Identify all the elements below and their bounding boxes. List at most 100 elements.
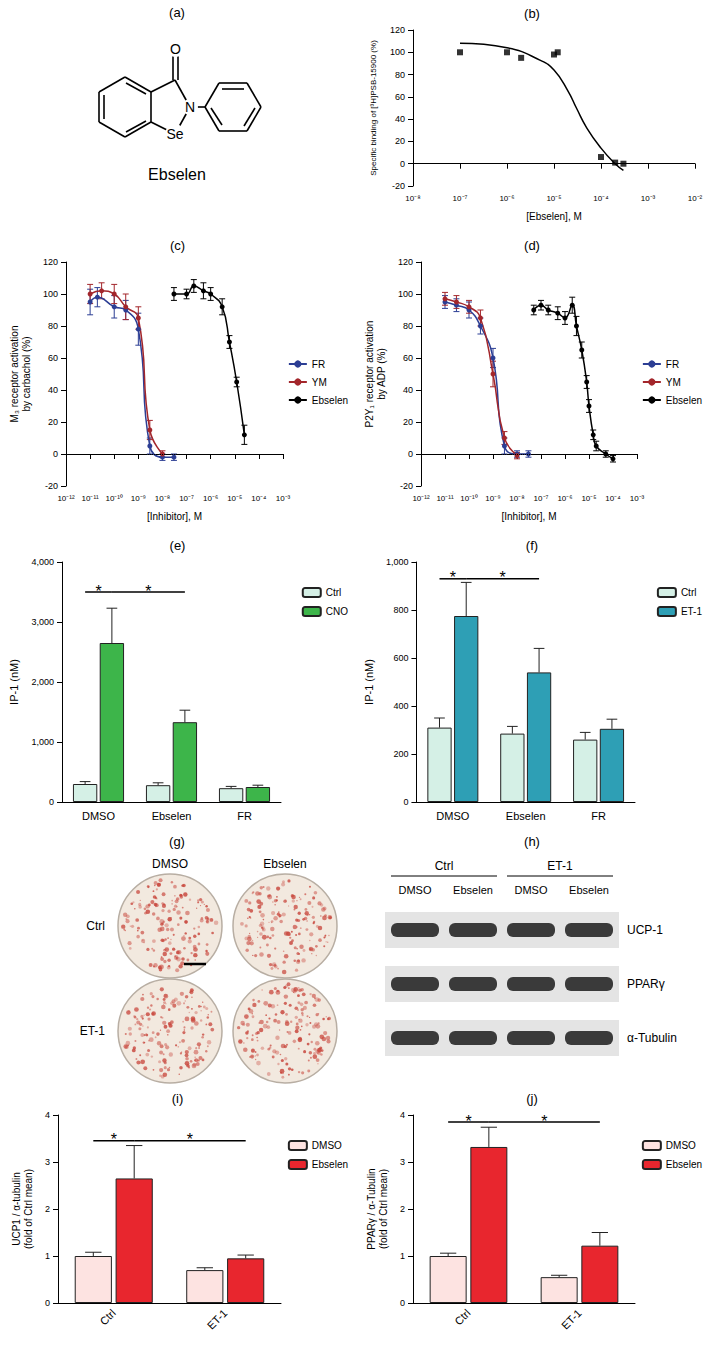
svg-text:2: 2 (45, 1204, 50, 1214)
svg-text:0: 0 (403, 797, 408, 807)
svg-text:[Inhibitor], M: [Inhibitor], M (501, 511, 556, 522)
svg-text:10⁻⁸: 10⁻⁸ (155, 494, 170, 503)
svg-text:[Ebselen], M: [Ebselen], M (526, 211, 582, 222)
svg-text:10⁻³: 10⁻³ (276, 494, 291, 503)
svg-text:4: 4 (400, 1110, 405, 1120)
svg-text:IP-1 (nM): IP-1 (nM) (8, 659, 20, 705)
svg-text:Ebselen: Ebselen (506, 810, 546, 822)
svg-text:40: 40 (395, 114, 405, 124)
svg-text:DMSO: DMSO (82, 810, 115, 822)
svg-text:40: 40 (48, 385, 58, 395)
svg-text:60: 60 (395, 92, 405, 102)
svg-text:*: * (541, 1113, 547, 1130)
svg-text:PPARγ / α-Tubulin: PPARγ / α-Tubulin (366, 1168, 377, 1249)
svg-text:Ebselen: Ebselen (569, 884, 609, 896)
svg-text:Ebselen: Ebselen (148, 166, 206, 183)
svg-text:Specific binding of [³H]PSB-15: Specific binding of [³H]PSB-15900 (%) (369, 40, 378, 176)
svg-text:10⁻⁷: 10⁻⁷ (179, 494, 194, 503)
svg-text:80: 80 (403, 321, 413, 331)
svg-text:FR: FR (591, 810, 606, 822)
svg-text:1,000: 1,000 (31, 737, 54, 747)
svg-text:Ebselen: Ebselen (666, 1159, 702, 1170)
svg-text:Ebselen: Ebselen (312, 395, 348, 406)
svg-text:Ebselen: Ebselen (312, 1159, 348, 1170)
svg-text:by ADP (%): by ADP (%) (376, 348, 387, 400)
svg-text:N: N (185, 99, 195, 115)
svg-text:Ebselen: Ebselen (152, 810, 192, 822)
svg-text:(g): (g) (169, 834, 185, 849)
svg-text:CNO: CNO (326, 606, 348, 617)
svg-text:0: 0 (53, 449, 58, 459)
svg-text:-20: -20 (45, 481, 58, 491)
svg-text:0: 0 (400, 1298, 405, 1308)
svg-text:Ebselen: Ebselen (453, 884, 493, 896)
svg-text:40: 40 (403, 385, 413, 395)
svg-text:ET-1: ET-1 (205, 1307, 230, 1332)
svg-text:10⁻⁴: 10⁻⁴ (251, 494, 267, 503)
svg-text:[Inhibitor], M: [Inhibitor], M (147, 511, 202, 522)
svg-text:60: 60 (403, 353, 413, 363)
svg-text:10⁻⁷: 10⁻⁷ (534, 494, 549, 503)
svg-text:120: 120 (390, 25, 405, 35)
svg-text:(a): (a) (169, 5, 185, 20)
svg-text:*: * (450, 569, 456, 586)
svg-text:2: 2 (400, 1204, 405, 1214)
svg-text:100: 100 (43, 289, 58, 299)
svg-text:DMSO: DMSO (152, 857, 188, 871)
svg-text:10⁻¹¹: 10⁻¹¹ (81, 494, 99, 503)
svg-text:800: 800 (393, 605, 408, 615)
svg-text:*: * (465, 1113, 471, 1130)
svg-text:YM: YM (666, 377, 681, 388)
svg-text:10⁻⁵: 10⁻⁵ (581, 494, 596, 503)
svg-text:Ctrl: Ctrl (326, 587, 342, 598)
svg-text:1,000: 1,000 (386, 557, 409, 567)
svg-text:10⁻¹²: 10⁻¹² (412, 494, 430, 503)
svg-text:10⁻⁴: 10⁻⁴ (593, 194, 609, 203)
svg-text:20: 20 (48, 417, 58, 427)
svg-text:10⁻⁶: 10⁻⁶ (557, 494, 572, 503)
svg-text:10⁻³: 10⁻³ (630, 494, 645, 503)
svg-text:Ebselen: Ebselen (666, 395, 702, 406)
svg-text:O: O (170, 41, 181, 57)
svg-text:Ctrl: Ctrl (681, 587, 697, 598)
svg-text:100: 100 (398, 289, 413, 299)
svg-text:IP-1 (nM): IP-1 (nM) (363, 659, 375, 705)
svg-text:DMSO: DMSO (666, 1140, 696, 1151)
svg-text:*: * (95, 583, 101, 600)
svg-text:1: 1 (400, 1251, 405, 1261)
svg-text:M₃ receptor activation: M₃ receptor activation (9, 326, 20, 423)
svg-text:PPARγ: PPARγ (627, 977, 665, 991)
svg-text:P2Y₁ receptor activation: P2Y₁ receptor activation (364, 321, 375, 428)
svg-text:10⁻⁵: 10⁻⁵ (546, 194, 561, 203)
svg-text:*: * (187, 1131, 193, 1148)
svg-text:20: 20 (395, 136, 405, 146)
svg-text:(fold of Ctrl mean): (fold of Ctrl mean) (23, 1169, 34, 1249)
svg-text:10⁻⁹: 10⁻⁹ (485, 494, 500, 503)
svg-text:DMSO: DMSO (515, 884, 548, 896)
svg-text:10⁻²: 10⁻² (688, 194, 703, 203)
svg-text:*: * (500, 569, 506, 586)
svg-text:60: 60 (48, 353, 58, 363)
svg-text:10⁻⁸: 10⁻⁸ (509, 494, 524, 503)
svg-text:120: 120 (43, 257, 58, 267)
svg-text:FR: FR (312, 359, 325, 370)
svg-text:(b): (b) (524, 6, 540, 21)
svg-text:10⁻¹⁰: 10⁻¹⁰ (105, 494, 123, 503)
svg-text:3: 3 (45, 1157, 50, 1167)
svg-text:Se: Se (166, 126, 183, 142)
svg-text:(i): (i) (172, 1091, 184, 1106)
svg-text:UCP-1: UCP-1 (627, 923, 663, 937)
svg-text:DMSO: DMSO (312, 1140, 342, 1151)
svg-text:10⁻⁴: 10⁻⁴ (605, 494, 621, 503)
svg-text:DMSO: DMSO (399, 884, 432, 896)
svg-text:0: 0 (49, 797, 54, 807)
svg-text:(e): (e) (170, 538, 186, 553)
svg-text:400: 400 (393, 701, 408, 711)
svg-text:(fold of Ctrl mean): (fold of Ctrl mean) (378, 1169, 389, 1249)
svg-text:(c): (c) (170, 238, 185, 253)
svg-text:Ctrl: Ctrl (86, 919, 105, 933)
svg-text:FR: FR (666, 359, 679, 370)
svg-text:20: 20 (403, 417, 413, 427)
svg-text:ET-1: ET-1 (559, 1307, 584, 1332)
svg-text:Ebselen: Ebselen (263, 857, 306, 871)
